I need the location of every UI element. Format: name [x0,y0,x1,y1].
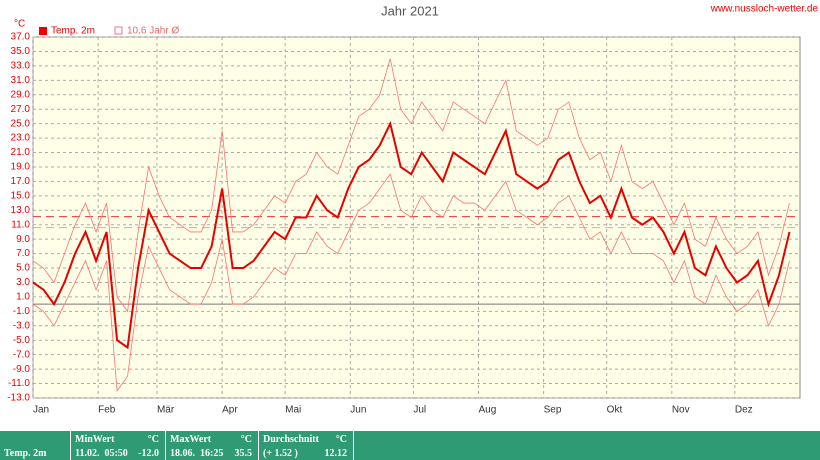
stats-table: Temp. 2m MinWert °C 11.02. 05:50 -12.0 MaxWer… [0,431,820,460]
chart-title: Jahr 2021 [381,3,439,18]
y-tick-label: -1.0 [13,306,31,317]
x-tick-label: Mär [157,405,175,416]
y-tick-label: -9.0 [13,364,31,375]
table-cell: °C [335,434,347,445]
x-tick-label: Apr [222,405,238,416]
y-tick-label: 17.0 [11,176,31,187]
y-tick-label: 15.0 [11,190,31,201]
y-tick-label: -5.0 [13,335,31,346]
x-tick-label: Jul [413,405,426,416]
x-tick-label: Dez [735,405,753,416]
y-tick-label: 5.0 [16,263,30,274]
y-tick-label: 13.0 [11,205,31,216]
table-cell: MinWert [75,434,115,445]
x-tick-label: Jan [33,405,49,416]
table-cell: 12.12 [324,448,348,459]
y-unit: °C [14,19,25,30]
y-tick-label: -3.0 [13,320,31,331]
y-tick-label: 11.0 [11,219,30,230]
y-tick-label: 1.0 [16,292,30,303]
separator [165,431,166,460]
x-tick-label: Nov [672,405,690,416]
y-tick-label: 33.0 [11,61,31,72]
separator [70,431,71,460]
y-tick-label: 35.0 [11,46,31,57]
table-cell: 11.02. 05:50 [75,448,128,459]
legend-swatch [114,26,123,35]
table-cell: MaxWert [170,434,212,445]
table-cell: °C [147,434,159,445]
table-cell: °C [240,434,252,445]
y-tick-label: 21.0 [11,147,31,158]
table-cell: 18.06. 16:25 [170,448,224,459]
table-cell: (+ 1.52 ) [263,448,298,459]
y-tick-label: 9.0 [16,234,30,245]
range-line [32,58,790,313]
y-tick-label: 3.0 [16,277,30,288]
series-line [32,120,791,350]
legend-swatch [39,27,47,35]
y-tick-label: 7.0 [16,248,30,259]
y-tick-label: 25.0 [11,118,31,129]
y-tick-label: -7.0 [13,349,31,360]
y-tick-label: 37.0 [11,32,31,43]
separator [353,431,354,460]
x-tick-label: Sep [544,405,562,416]
legend-label: 10.6 Jahr Ø [127,26,179,37]
table-cell: 35.5 [234,448,253,459]
separator [258,431,259,460]
x-tick-label: Okt [607,405,623,416]
table-cell: Durchschnitt [263,434,319,445]
y-tick-label: 31.0 [11,75,31,86]
source: www.nussloch-wetter.de [710,4,819,15]
y-tick-label: 29.0 [11,89,31,100]
chart: Jahr 2021 www.nussloch-wetter.de °C 10.6… [7,3,819,416]
table-cell: Temp. 2m [4,448,47,459]
x-tick-label: Feb [98,405,116,416]
y-tick-label: 19.0 [11,162,31,173]
table-cell: -12.0 [138,448,159,459]
x-tick-label: Aug [478,405,496,416]
y-tick-label: 23.0 [11,133,31,144]
x-tick-label: Jun [350,405,366,416]
y-tick-label: 27.0 [11,104,31,115]
range-line [32,173,790,392]
y-tick-label: -13.0 [7,393,30,404]
legend-label: Temp. 2m [51,26,95,37]
y-tick-label: -11.0 [8,378,30,389]
x-tick-label: Mai [285,405,301,416]
